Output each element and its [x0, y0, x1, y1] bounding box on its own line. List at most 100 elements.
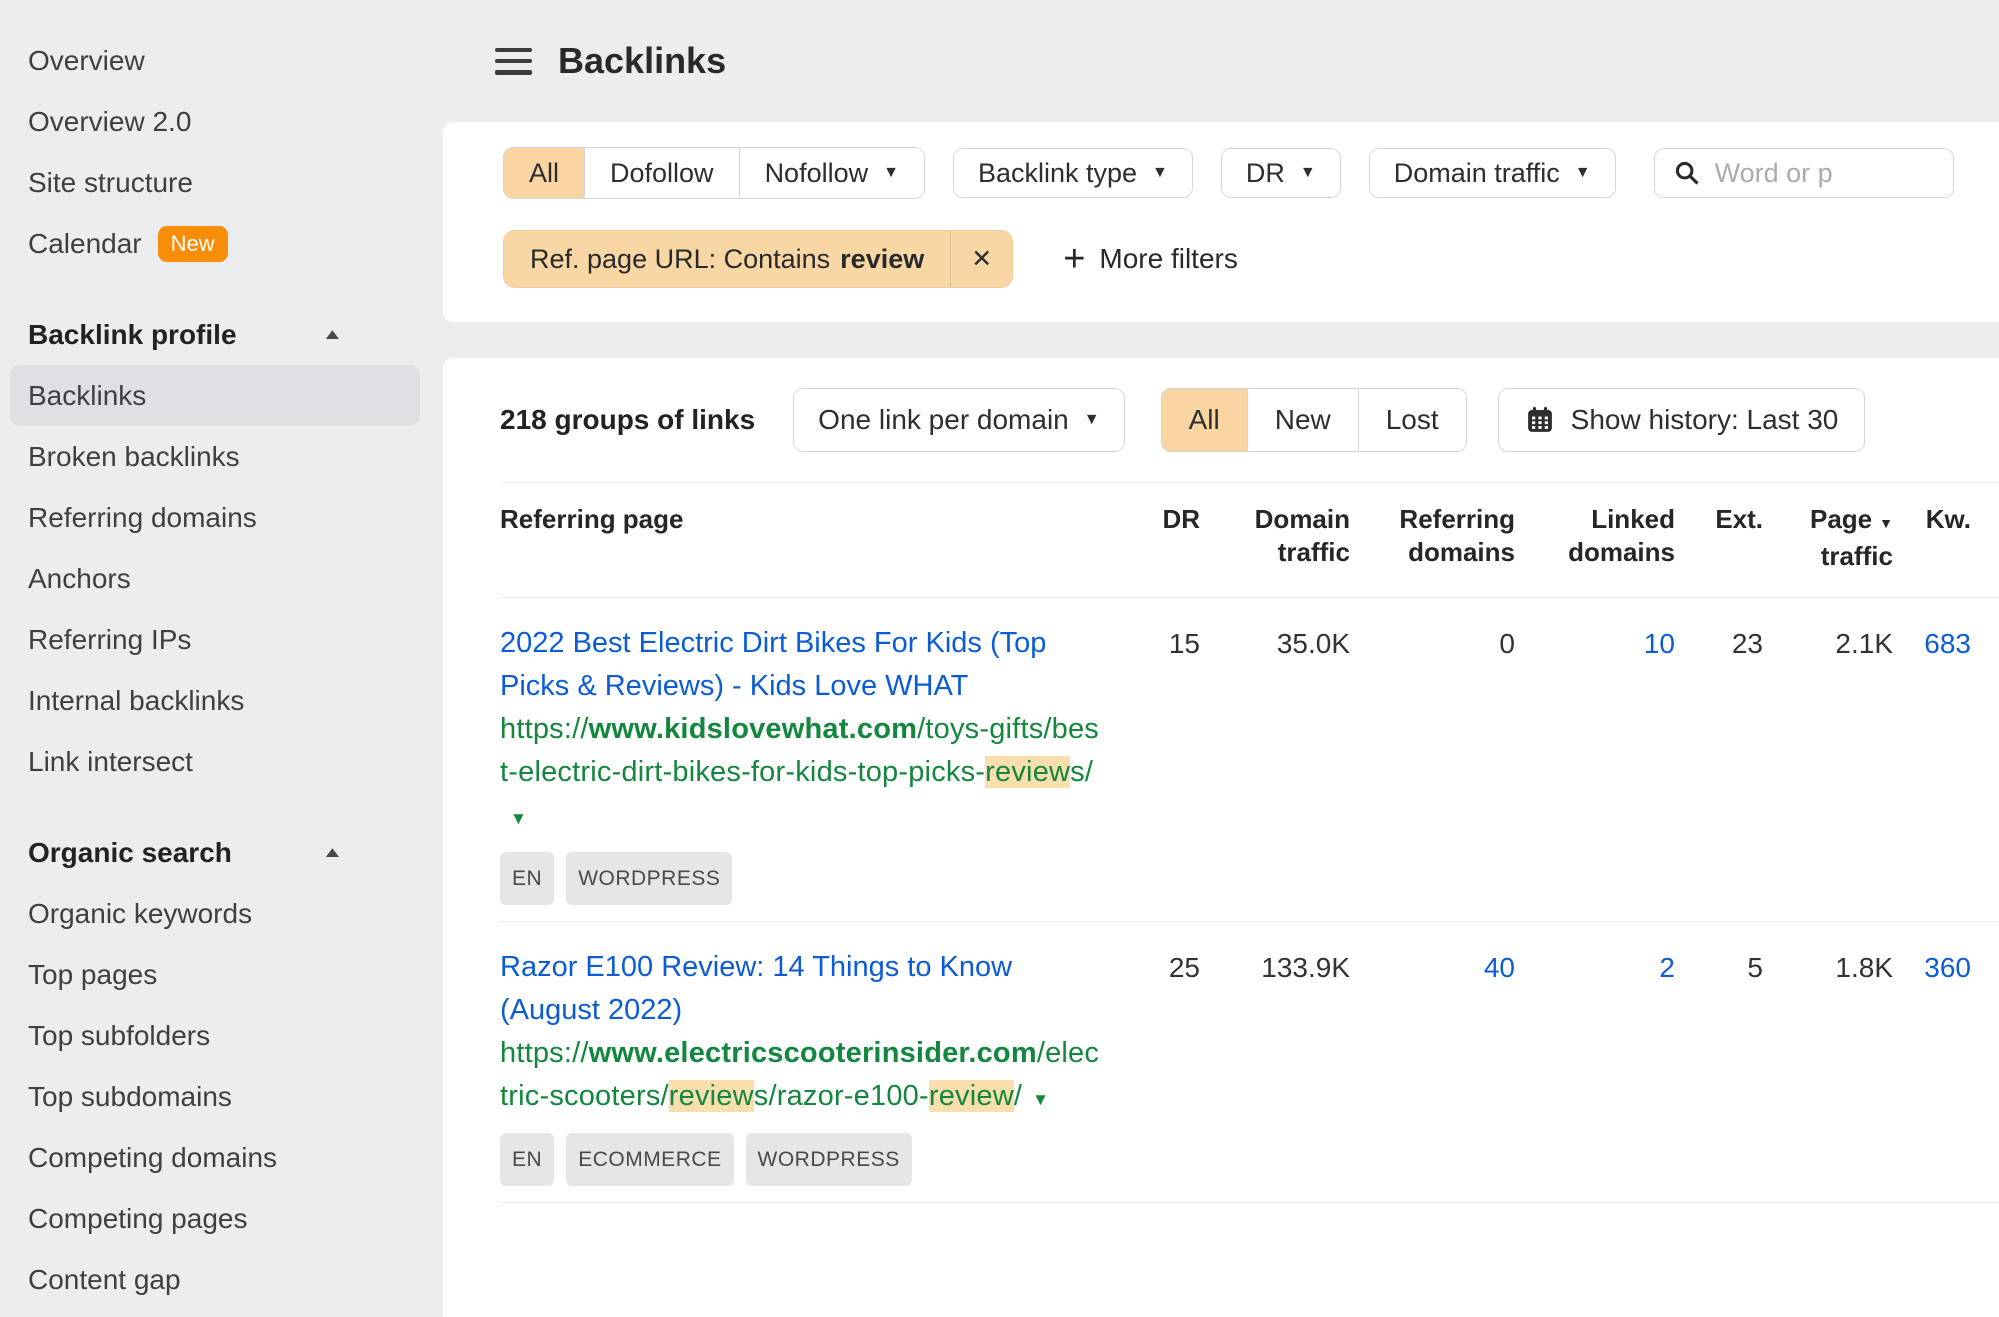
sidebar-item-top-pages[interactable]: Top pages [0, 944, 430, 1005]
menu-icon[interactable] [495, 47, 532, 75]
segment-label: New [1274, 404, 1331, 435]
column-header-line: Referring [1350, 503, 1515, 536]
column-header-line: traffic [1763, 540, 1893, 573]
sidebar-item-label: Top subdomains [28, 1080, 232, 1112]
cell-linked-domains[interactable]: 10 [1643, 628, 1675, 659]
chevron-down-icon: ▼ [1574, 164, 1591, 181]
sidebar-item-link-intersect[interactable]: Link intersect [0, 731, 430, 792]
more-filters-button[interactable]: + More filters [1063, 238, 1238, 280]
column-header-line: domains [1515, 536, 1675, 569]
page-badges: EN ECOMMERCE WORDPRESS [500, 1133, 1145, 1186]
filter-chip-label: Ref. page URL: Contains [530, 243, 831, 274]
sidebar-item-broken-backlinks[interactable]: Broken backlinks [0, 426, 430, 487]
url-segment: www.kidslovewhat.com [588, 713, 918, 745]
column-header-linked-domains[interactable]: Linked domains [1515, 503, 1675, 573]
show-history-button[interactable]: Show history: Last 30 [1497, 388, 1866, 452]
sidebar-item-anchors[interactable]: Anchors [0, 548, 430, 609]
url-highlighted-match: review [928, 1080, 1014, 1112]
sidebar-item-site-structure[interactable]: Site structure [0, 152, 430, 213]
column-header-label: Referring [1399, 504, 1515, 534]
url-segment: https:// [500, 713, 589, 745]
segment-new-button[interactable]: New [1247, 389, 1359, 451]
segment-lost-button[interactable]: Lost [1358, 389, 1466, 451]
remove-filter-icon[interactable]: ✕ [950, 231, 1012, 287]
sidebar-item-label: Competing domains [28, 1141, 278, 1173]
column-header-page-traffic[interactable]: Page ▼ traffic [1763, 503, 1893, 573]
sidebar-item-referring-domains[interactable]: Referring domains [0, 487, 430, 548]
column-header-referring-domains[interactable]: Referring domains [1350, 503, 1515, 573]
url-segment: /electric-scooters/ [500, 1037, 1100, 1112]
search-input[interactable] [1714, 157, 1925, 189]
url-segment: /toys-gifts/best-electric-dirt-bikes-for… [500, 713, 1100, 788]
sidebar-item-label: Anchors [28, 562, 131, 594]
segment-nofollow-button[interactable]: Nofollow ▼ [739, 148, 924, 198]
cell-referring-domains[interactable]: 40 [1483, 952, 1515, 983]
sidebar: Overview Overview 2.0 Site structure Calend… [0, 0, 430, 1317]
sidebar-section-title: Backlink profile [28, 318, 237, 350]
sidebar-item-organic-keywords[interactable]: Organic keywords [0, 883, 430, 944]
sidebar-item-internal-backlinks[interactable]: Internal backlinks [0, 670, 430, 731]
sidebar-item-competing-pages[interactable]: Competing pages [0, 1188, 430, 1249]
sidebar-section-organic-search[interactable]: Organic search ▲ [0, 822, 344, 883]
url-expand-caret-icon[interactable]: ▼ [510, 809, 528, 828]
segment-all-button[interactable]: All [1161, 389, 1248, 451]
referring-page-cell: 2022 Best Electric Dirt Bikes For Kids (… [500, 622, 1145, 905]
show-history-label: Show history: Last 30 [1570, 404, 1839, 435]
sidebar-item-content-gap[interactable]: Content gap [0, 1249, 430, 1310]
column-header-label: Domain [1254, 504, 1350, 534]
column-header-domain-traffic[interactable]: Domain traffic [1200, 503, 1350, 573]
url-segment: www.electricscooterinsider.com [588, 1037, 1037, 1069]
cell-kw[interactable]: 360 [1924, 952, 1971, 983]
column-header-line: Domain [1200, 503, 1350, 536]
sidebar-item-backlinks[interactable]: Backlinks [10, 365, 420, 426]
filter-dropdowns: Backlink type ▼ DR ▼ Domain traffic ▼ [925, 148, 1616, 198]
column-header-ext[interactable]: Ext. [1675, 503, 1763, 573]
sidebar-item-label: Overview 2.0 [28, 105, 192, 137]
column-header-referring-page[interactable]: Referring page [500, 503, 1145, 573]
sidebar-section-backlink-profile[interactable]: Backlink profile ▲ [0, 304, 344, 365]
column-header-line: traffic [1200, 536, 1350, 569]
sidebar-item-top-subfolders[interactable]: Top subfolders [0, 1005, 430, 1066]
column-header-dr[interactable]: DR [1145, 503, 1200, 573]
domain-traffic-dropdown[interactable]: Domain traffic ▼ [1368, 148, 1616, 198]
referring-page-title-link[interactable]: 2022 Best Electric Dirt Bikes For Kids (… [500, 627, 1047, 702]
sidebar-item-overview[interactable]: Overview [0, 30, 430, 91]
column-header-line: Ext. [1675, 503, 1763, 536]
search-icon [1673, 159, 1701, 187]
sidebar-item-competing-domains[interactable]: Competing domains [0, 1127, 430, 1188]
column-header-label: Ext. [1715, 504, 1763, 534]
page-title: Backlinks [558, 40, 727, 81]
sidebar-item-label: Internal backlinks [28, 684, 245, 716]
referring-page-url: https://www.kidslovewhat.com/toys-gifts/… [500, 708, 1107, 840]
url-expand-caret-icon[interactable]: ▼ [1032, 1090, 1050, 1109]
dr-dropdown[interactable]: DR ▼ [1220, 148, 1341, 198]
column-header-kw[interactable]: Kw. [1893, 503, 1971, 573]
sidebar-item-calendar[interactable]: Calendar New [0, 213, 430, 274]
cell-dr: 15 [1168, 628, 1200, 659]
cell-dr: 25 [1168, 952, 1200, 983]
backlink-type-dropdown[interactable]: Backlink type ▼ [952, 148, 1193, 198]
column-header-line: domains [1350, 536, 1515, 569]
column-header-label: domains [1568, 537, 1675, 567]
page-header: Backlinks [443, 0, 1999, 122]
column-header-label: Referring page [500, 504, 684, 534]
main-content: Backlinks All Dofollow Nofollow ▼ Backlink … [430, 0, 1999, 1317]
search-box [1653, 148, 1954, 198]
cell-linked-domains[interactable]: 2 [1659, 952, 1675, 983]
segment-all-button[interactable]: All [504, 148, 586, 198]
segment-dofollow-button[interactable]: Dofollow [585, 148, 740, 198]
sidebar-item-label: Top pages [28, 958, 158, 990]
page-badges: EN WORDPRESS [500, 852, 1145, 905]
referring-page-title-link[interactable]: Razor E100 Review: 14 Things to Know (Au… [500, 951, 1013, 1026]
dropdown-label: Backlink type [977, 157, 1138, 188]
segment-label: All [1188, 404, 1220, 435]
link-grouping-dropdown[interactable]: One link per domain ▼ [793, 388, 1125, 452]
sidebar-item-top-subdomains[interactable]: Top subdomains [0, 1066, 430, 1127]
sidebar-item-label: Referring domains [28, 501, 257, 533]
cell-kw[interactable]: 683 [1924, 628, 1971, 659]
sidebar-item-overview-2-0[interactable]: Overview 2.0 [0, 91, 430, 152]
chevron-down-icon: ▼ [1152, 164, 1168, 181]
sidebar-item-label: Link intersect [28, 745, 193, 777]
referring-page-url: https://www.electricscooterinsider.com/e… [500, 1032, 1107, 1121]
sidebar-item-referring-ips[interactable]: Referring IPs [0, 609, 430, 670]
